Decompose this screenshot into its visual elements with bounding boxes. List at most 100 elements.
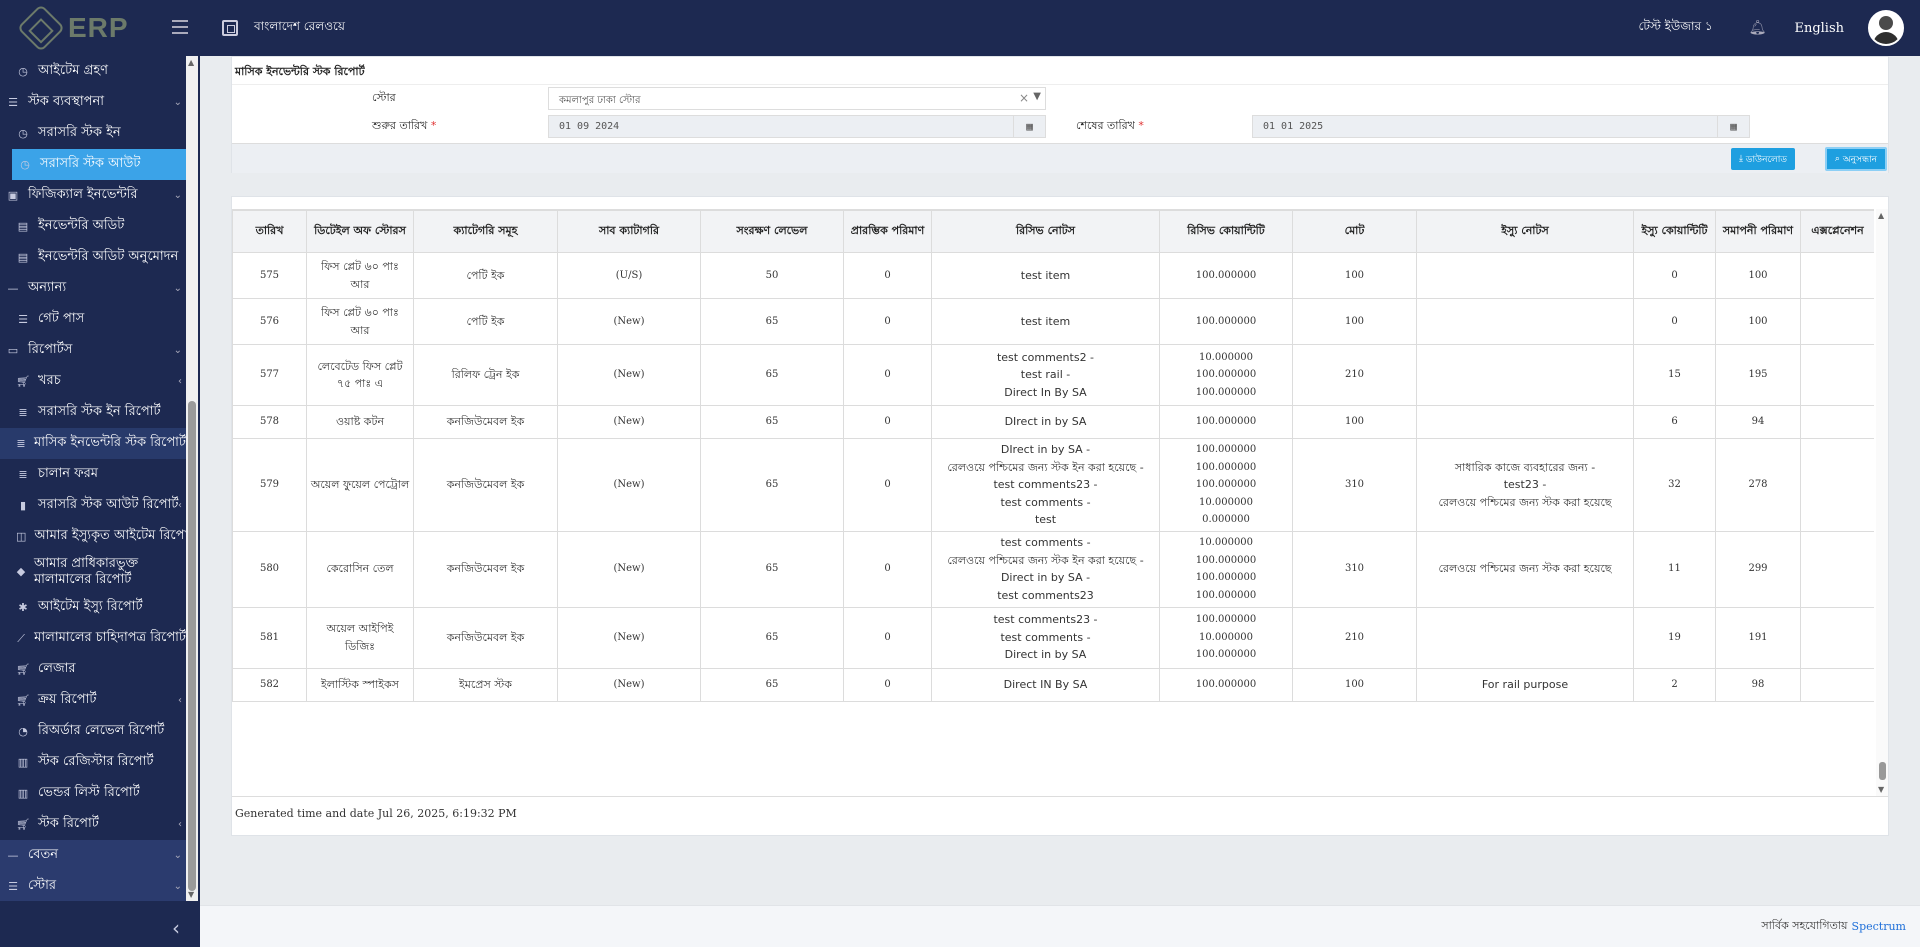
sidebar-item[interactable]: ◆ আমার প্রাধিকারভুক্ত মালামালের রিপোর্ট <box>0 552 186 592</box>
sidebar-item-label: রিঅর্ডার লেভেল রিপোর্ট <box>38 723 165 738</box>
end-date-value: 01 01 2025 <box>1263 121 1324 132</box>
table-cell: 582 <box>232 667 307 702</box>
column-header[interactable]: সংরক্ষণ লেভেল <box>700 210 844 253</box>
sidebar-item[interactable]: ◷ আইটেম গ্রহণ <box>0 56 186 87</box>
chevron-down-icon[interactable]: ▼ <box>1033 91 1041 102</box>
table-cell: 6 <box>1633 405 1716 439</box>
sidebar-item[interactable]: 🛒︎ খরচ ‹ <box>0 366 186 397</box>
table-cell: 100 <box>1292 405 1417 439</box>
table-cell <box>1800 606 1874 669</box>
sidebar-item[interactable]: ▤ ইনভেন্টরি অডিট অনুমোদন <box>0 242 186 273</box>
sliders-icon: ☰ <box>8 96 18 109</box>
scroll-down-icon[interactable]: ▼ <box>188 890 195 899</box>
chevron-left-icon: ‹ <box>178 695 182 706</box>
logo[interactable]: ERP <box>0 0 200 56</box>
user-name[interactable]: টেস্ট ইউজার ১ <box>1638 19 1713 33</box>
language-switch[interactable]: English <box>1794 20 1844 36</box>
column-header[interactable]: মোট <box>1292 210 1417 253</box>
search-button[interactable]: ⌕ অনুসন্ধান <box>1825 147 1887 171</box>
table-cell: 100 <box>1292 298 1417 345</box>
table-cell: (New) <box>557 298 701 345</box>
table-scroll-area[interactable]: তারিখ ডিটেইল অফ স্টোরস ক্যাটেগরি সমূহ সাব ক… <box>232 209 1874 796</box>
table-row[interactable]: 576 ফিস প্লেট ৬০ পাঃ আর পেটি ইক (New) 65 0 tes… <box>232 298 1874 345</box>
sidebar-item[interactable]: ▥ ভেন্ডর লিস্ট রিপোর্ট <box>0 778 186 809</box>
table-cell: test comments23 - test comments - Direct i… <box>931 606 1160 669</box>
column-header[interactable]: রিসিভ নোটস <box>931 210 1160 253</box>
table-cell <box>1800 438 1874 532</box>
footer-brand-link[interactable]: Spectrum <box>1851 920 1906 933</box>
calendar-icon[interactable]: ▦ <box>1013 116 1045 137</box>
menu-toggle-icon[interactable] <box>172 20 188 34</box>
column-header[interactable]: প্রারম্ভিক পরিমাণ <box>843 210 932 253</box>
table-cell: কনজিউমেবল ইক <box>413 606 558 669</box>
end-date-input[interactable]: 01 01 2025 ▦ <box>1252 115 1750 138</box>
sidebar-item[interactable]: ≣ মাসিক ইনভেন্টরি স্টক রিপোর্ট <box>0 428 186 459</box>
table-row[interactable]: 580 কেরোসিন তেল কনজিউমেবল ইক (New) 65 0 test c… <box>232 530 1874 608</box>
logo-text: ERP <box>68 12 129 43</box>
pie-icon: ◔ <box>18 725 28 738</box>
table-row[interactable]: 578 ওয়াষ্ট কটন কনজিউমেবল ইক (New) 65 0 DIrect… <box>232 405 1874 439</box>
sidebar-item-label: স্টক ব্যবস্থাপনা <box>28 94 104 109</box>
sidebar-item[interactable]: ▮ সরাসরি স্টক আউট রিপোর্ট ‹ <box>0 490 186 521</box>
column-header[interactable]: রিসিভ কোয়ান্টিটি <box>1159 210 1293 253</box>
sidebar-item[interactable]: ▭ রিপোর্টস ⌄ <box>0 335 186 366</box>
table-row[interactable]: 575 ফিস প্লেট ৬০ পাঃ আর পেটি ইক (U/S) 50 0 tes… <box>232 252 1874 299</box>
column-header[interactable]: ইস্যু কোয়ান্টিটি <box>1633 210 1716 253</box>
dash-icon: — <box>7 849 19 862</box>
avatar[interactable] <box>1868 10 1904 46</box>
table-scrollbar[interactable]: ▲ ▼ <box>1876 209 1888 796</box>
film-icon: ▤ <box>17 220 29 233</box>
sidebar-item[interactable]: ◷ সরাসরি স্টক আউট <box>12 149 186 180</box>
table-row[interactable]: 579 অয়েল ফুয়েল পেট্রোল কনজিউমেবল ইক (New)… <box>232 438 1874 532</box>
sidebar-item-label: স্টক রিপোর্ট <box>38 816 99 831</box>
table-row[interactable]: 582 ইলাস্টিক স্পাইকস ইমপ্রেস স্টক (New) 65 0 D… <box>232 667 1874 702</box>
scroll-up-icon[interactable]: ▲ <box>188 58 195 67</box>
sidebar-item[interactable]: ≣ চালান ফরম <box>0 459 186 490</box>
sidebar: ERP ◷ আইটেম গ্রহণ ☰ স্টক ব্যবস্থাপনা ⌄ ◷ সরাসর… <box>0 0 200 947</box>
sidebar-item[interactable]: ⟋ মালামালের চাহিদাপত্র রিপোর্ট <box>0 623 186 654</box>
store-select[interactable]: কমলাপুর ঢাকা স্টোর × ▼ <box>548 87 1046 110</box>
calendar-icon[interactable]: ▦ <box>1717 116 1749 137</box>
column-header[interactable]: এক্সপ্লেনেশন <box>1800 210 1874 253</box>
report-filter-card: মাসিক ইনভেন্টরি স্টক রিপোর্ট স্টোর কমলাপ… <box>231 56 1889 173</box>
column-header[interactable]: ইস্যু নোটস <box>1416 210 1634 253</box>
column-header[interactable]: তারিখ <box>232 210 307 253</box>
sidebar-item[interactable]: ◷ সরাসরি স্টক ইন <box>0 118 186 149</box>
sidebar-item[interactable]: ✱ আইটেম ইস্যু রিপোর্ট <box>0 592 186 623</box>
sidebar-item[interactable]: ≣ সরাসরি স্টক ইন রিপোর্ট <box>0 397 186 428</box>
sidebar-item[interactable]: ▤ ইনভেন্টরি অডিট <box>0 211 186 242</box>
table-row[interactable]: 581 অয়েল আইপিই ডিজিঃ কনজিউমেবল ইক (New) 65 0… <box>232 606 1874 669</box>
sidebar-scrollbar[interactable]: ▲ ▼ <box>186 56 198 901</box>
sidebar-item[interactable]: 🛒︎ স্টক রিপোর্ট ‹ <box>0 809 186 840</box>
collapse-sidebar-icon[interactable]: ‹ <box>172 915 180 940</box>
sidebar-item[interactable]: 🛒︎ লেজার <box>0 654 186 685</box>
chevron-down-icon: ⌄ <box>173 345 182 356</box>
table-row[interactable]: 577 লেবেটেড ফিস প্লেট ৭৫ পাঃ এ রিলিফ ট্রেন… <box>232 344 1874 406</box>
column-header[interactable]: সাব ক্যাটাগরি <box>557 210 701 253</box>
database-icon: ◫ <box>16 530 27 543</box>
sidebar-item[interactable]: ☰ স্টক ব্যবস্থাপনা ⌄ <box>0 87 186 118</box>
sidebar-item[interactable]: ▥ স্টক রেজিস্টার রিপোর্ট <box>0 747 186 778</box>
sidebar-item[interactable]: — অন্যান্য ⌄ <box>0 273 186 304</box>
scroll-up-icon[interactable]: ▲ <box>1878 211 1885 220</box>
column-header[interactable]: ক্যাটেগরি সমূহ <box>413 210 558 253</box>
sidebar-item-label: বেতন <box>28 847 59 862</box>
sidebar-item[interactable]: ◔ রিঅর্ডার লেভেল রিপোর্ট <box>0 716 186 747</box>
sidebar-item[interactable]: ▣ ফিজিক্যাল ইনভেন্টরি ⌄ <box>0 180 186 211</box>
sidebar-scroll-thumb[interactable] <box>188 401 196 891</box>
column-header[interactable]: ডিটেইল অফ স্টোরস <box>306 210 414 253</box>
table-scroll-thumb[interactable] <box>1879 762 1886 780</box>
bell-icon[interactable]: 🔔︎ <box>1748 20 1767 36</box>
sidebar-item[interactable]: 🛒︎ ক্রয় রিপোর্ট ‹ <box>0 685 186 716</box>
table-cell: ওয়াষ্ট কটন <box>306 405 414 439</box>
sidebar-item[interactable]: ☰ গেট পাস <box>0 304 186 335</box>
scroll-down-icon[interactable]: ▼ <box>1878 785 1885 794</box>
download-button[interactable]: ⤓ ডাউনলোড <box>1731 148 1795 170</box>
sidebar-item[interactable]: ◫ আমার ইস্যুকৃত আইটেম রিপোর্ট <box>0 521 186 552</box>
column-header[interactable]: সমাপনী পরিমাণ <box>1715 210 1801 253</box>
start-date-input[interactable]: 01 09 2024 ▦ <box>548 115 1046 138</box>
clear-icon[interactable]: × <box>1018 91 1029 105</box>
table-cell: পেটি ইক <box>413 298 558 345</box>
sidebar-item[interactable]: — বেতন ⌄ <box>0 840 186 871</box>
sidebar-item[interactable]: ☰ স্টোর ⌄ <box>0 871 186 901</box>
